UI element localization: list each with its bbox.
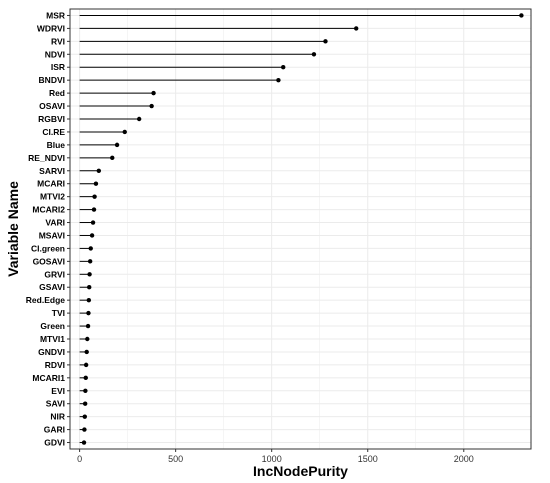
y-tick-label: VARI <box>45 218 65 228</box>
y-tick-label: Red.Edge <box>26 295 65 305</box>
y-tick-label: Blue <box>47 140 66 150</box>
lollipop-point <box>276 77 281 83</box>
y-tick-label: Red <box>49 88 65 98</box>
lollipop-point <box>86 310 91 316</box>
lollipop-point <box>88 246 93 251</box>
lollipop-point <box>84 349 89 355</box>
lollipop-point <box>89 233 95 238</box>
y-tick-label: NIR <box>50 412 65 422</box>
lollipop-point <box>82 401 88 406</box>
y-tick-label: TVI <box>52 308 65 318</box>
y-tick-label: CI.green <box>31 243 65 253</box>
lollipop-point <box>82 427 87 432</box>
lollipop-point <box>149 103 154 109</box>
lollipop-point <box>81 440 87 445</box>
lollipop-point <box>87 285 92 290</box>
y-tick-label: Green <box>40 321 65 331</box>
x-axis-title: IncNodePurity <box>253 463 348 479</box>
y-tick-labels: MSR WDRVI RVI NDVI ISR BNDVI Red OSAVI RGBVI CI.R… <box>26 10 70 448</box>
y-tick-label: GSAVI <box>39 282 65 292</box>
x-tick-label: 1000 <box>262 454 282 464</box>
y-tick-label: MCARI <box>37 179 65 189</box>
y-tick-label: RGBVI <box>38 114 65 124</box>
marks-layer <box>79 13 524 445</box>
grid-layer <box>70 9 531 449</box>
y-tick-label: EVI <box>51 386 65 396</box>
y-tick-label: GDVI <box>44 438 65 448</box>
lollipop-point <box>85 323 91 329</box>
lollipop-point <box>86 297 92 303</box>
lollipop-point <box>311 52 317 57</box>
x-tick-labels: 0 500 1000 1500 2000 <box>77 449 474 464</box>
lollipop-point <box>83 362 89 368</box>
x-tick-label: 500 <box>168 454 183 464</box>
lollipop-point <box>110 155 115 161</box>
lollipop-point <box>323 39 328 44</box>
x-tick-label: 0 <box>77 454 82 464</box>
y-tick-label: RDVI <box>45 360 65 370</box>
x-tick-label: 1500 <box>358 454 378 464</box>
y-tick-label: MSR <box>46 10 65 20</box>
y-tick-label: MCARI2 <box>32 205 65 215</box>
y-tick-label: GNDVI <box>38 347 65 357</box>
y-tick-label: OSAVI <box>39 101 65 111</box>
lollipop-point <box>136 116 142 122</box>
lollipop-point <box>92 194 97 199</box>
lollipop-point <box>519 13 524 18</box>
y-tick-label: ISR <box>51 62 65 72</box>
lollipop-point <box>122 129 127 135</box>
y-tick-label: SAVI <box>46 399 65 409</box>
lollipop-point <box>85 336 90 342</box>
y-tick-label: RVI <box>51 36 65 46</box>
y-tick-label: NDVI <box>45 49 65 59</box>
lollipop-point <box>90 220 96 225</box>
y-tick-label: MTVI1 <box>40 334 65 344</box>
y-tick-label: GRVI <box>44 269 65 279</box>
lollipop-point <box>114 142 120 148</box>
y-tick-label: MCARI1 <box>32 373 65 383</box>
y-tick-label: CI.RE <box>42 127 65 137</box>
y-axis-title: Variable Name <box>5 181 21 277</box>
panel-border <box>69 8 532 450</box>
lollipop-point <box>87 272 92 277</box>
lollipop-point <box>151 90 156 96</box>
lollipop-point <box>87 259 93 264</box>
y-tick-label: MSAVI <box>39 230 65 240</box>
lollipop-point <box>82 414 87 419</box>
y-tick-label: MTVI2 <box>40 192 65 202</box>
y-tick-label: SARVI <box>39 166 65 176</box>
y-tick-label: WDRVI <box>37 23 65 33</box>
lollipop-point <box>281 65 286 70</box>
y-tick-label: GARI <box>44 425 65 435</box>
lollipop-point <box>91 207 97 212</box>
lollipop-point <box>83 375 88 381</box>
y-tick-label: GOSAVI <box>33 256 65 266</box>
lollipop-point <box>96 168 102 173</box>
lollipop-point <box>83 388 88 393</box>
lollipop-point <box>93 181 99 186</box>
lollipop-point <box>354 26 359 31</box>
y-tick-label: BNDVI <box>39 75 65 85</box>
x-tick-label: 2000 <box>454 454 474 464</box>
y-tick-label: RE_NDVI <box>28 153 65 163</box>
